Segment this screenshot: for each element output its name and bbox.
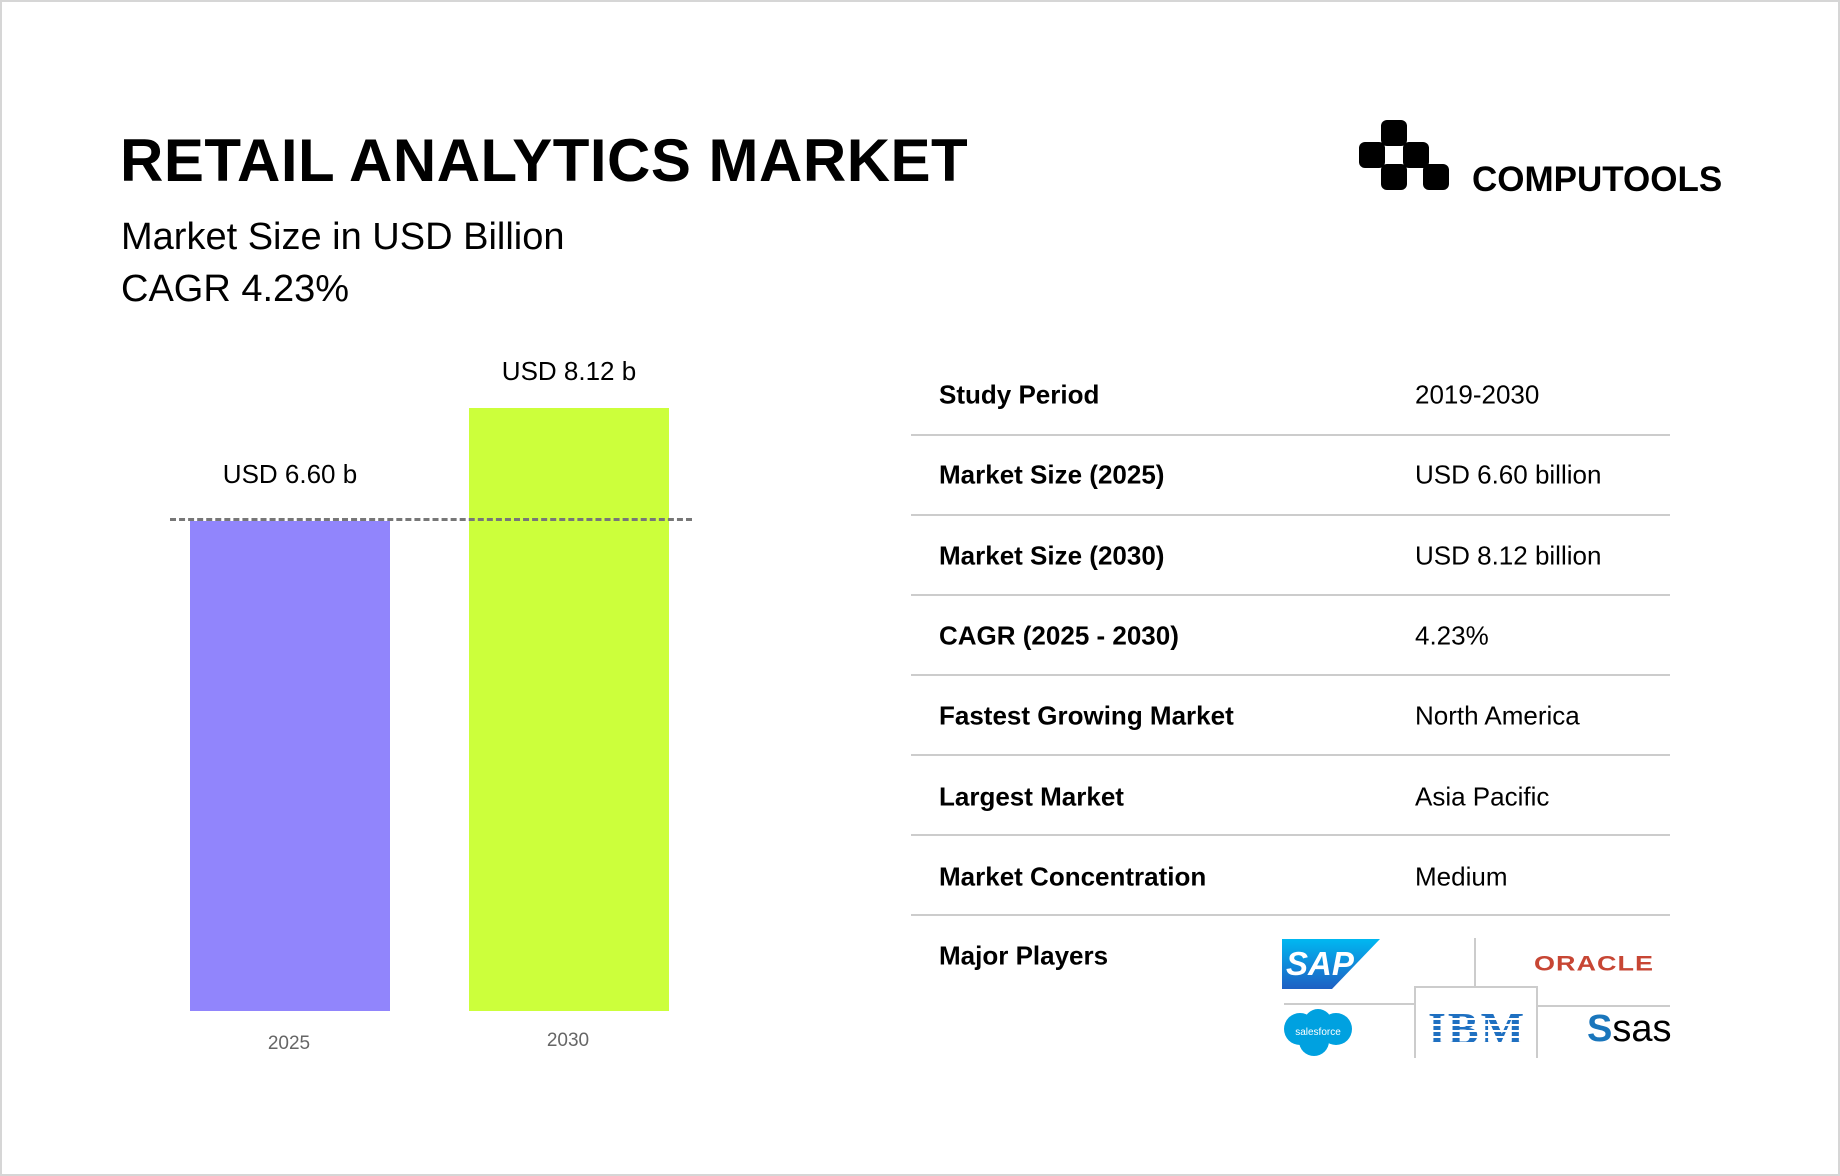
- svg-text:salesforce: salesforce: [1295, 1027, 1341, 1038]
- row-label: Major Players: [939, 940, 1109, 971]
- divider: [911, 594, 1670, 596]
- data-label-2025: USD 6.60 b: [222, 458, 358, 489]
- svg-text:SAP: SAP: [1286, 945, 1355, 982]
- brand-name: COMPUTOOLS: [1472, 160, 1723, 199]
- logo-divider: [1474, 938, 1476, 986]
- row-label: Study Period: [939, 379, 1100, 410]
- data-label-2030: USD 8.12 b: [501, 356, 637, 386]
- row-value: USD 6.60 billion: [1415, 459, 1602, 490]
- x-tick-2030: 2030: [546, 1030, 590, 1051]
- row-value: 2019-2030: [1415, 379, 1540, 410]
- row-value: 4.23%: [1415, 620, 1489, 651]
- x-tick-2025: 2025: [267, 1033, 311, 1054]
- divider: [911, 674, 1670, 676]
- oracle-logo: ORACLE: [1534, 951, 1654, 976]
- row-label: Market Size (2030): [939, 540, 1165, 571]
- divider: [911, 754, 1670, 756]
- row-label: CAGR (2025 - 2030): [939, 620, 1179, 651]
- logo-divider: [1537, 1005, 1670, 1007]
- row-label: Largest Market: [939, 781, 1124, 812]
- row-value: Medium: [1415, 861, 1508, 892]
- page-title: RETAIL ANALYTICS MARKET: [120, 127, 969, 194]
- row-label: Market Size (2025): [939, 459, 1165, 490]
- bar-2025: [190, 520, 390, 1011]
- salesforce-logo: salesforce: [1284, 1009, 1352, 1056]
- reference-line: [170, 517, 692, 521]
- sas-logo: Ssas: [1587, 1008, 1672, 1051]
- computools-logo-icon: [1359, 120, 1449, 190]
- divider: [911, 834, 1670, 836]
- ibm-logo: IBM: [1428, 1003, 1526, 1054]
- divider: [911, 914, 1670, 916]
- ibm-box: [1414, 986, 1538, 1058]
- row-value: USD 8.12 billion: [1415, 540, 1602, 571]
- row-value: Asia Pacific: [1415, 781, 1550, 812]
- bar-2030: [469, 408, 669, 1011]
- row-label: Market Concentration: [939, 861, 1207, 892]
- sas-text: sas: [1612, 1008, 1672, 1050]
- sas-mark-icon: S: [1587, 1008, 1613, 1050]
- logo-divider: [1284, 1003, 1416, 1005]
- divider: [911, 434, 1670, 436]
- row-label: Fastest Growing Market: [939, 700, 1234, 731]
- row-value: North America: [1415, 700, 1580, 731]
- divider: [911, 514, 1670, 516]
- subtitle: Market Size in USD Billion: [121, 216, 565, 258]
- sap-logo: SAP: [1282, 939, 1380, 989]
- cagr-label: CAGR 4.23%: [121, 268, 350, 310]
